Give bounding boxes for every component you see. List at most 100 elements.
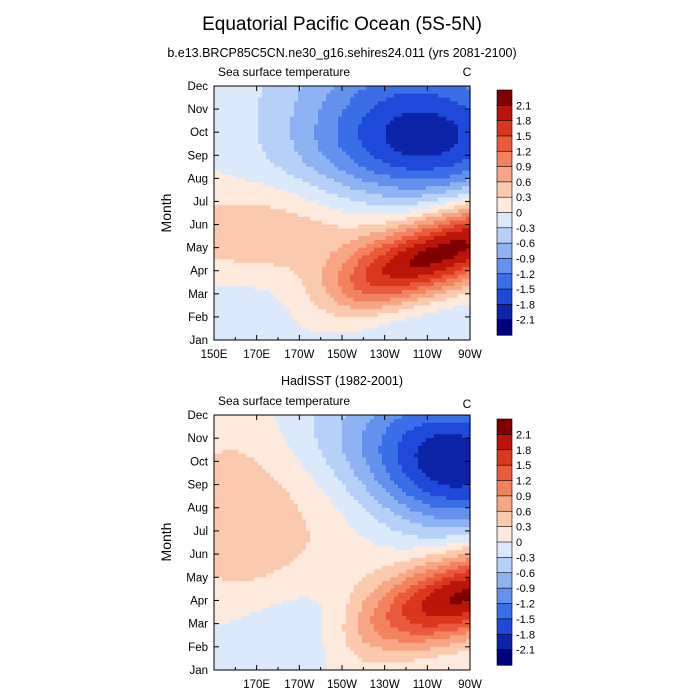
field-cell <box>450 305 455 310</box>
field-cell <box>290 282 295 287</box>
field-cell <box>434 139 439 145</box>
field-cell <box>466 266 471 272</box>
field-cell <box>358 139 363 145</box>
field-cell <box>378 209 383 214</box>
field-cell <box>246 500 251 505</box>
field-cell <box>330 263 335 268</box>
field-cell <box>298 132 303 137</box>
field-cell <box>406 305 411 310</box>
field-cell <box>466 89 471 95</box>
field-cell <box>310 124 315 129</box>
field-cell <box>414 316 419 322</box>
field-cell <box>326 116 331 122</box>
field-cell <box>462 136 467 141</box>
field-cell <box>306 328 311 333</box>
field-cell <box>262 159 267 164</box>
field-cell <box>394 112 399 118</box>
field-cell <box>306 263 311 268</box>
field-cell <box>338 301 343 306</box>
field-cell <box>398 105 403 110</box>
field-cell <box>258 136 263 141</box>
field-cell <box>334 97 339 102</box>
field-cell <box>290 182 295 187</box>
field-cell <box>242 255 247 260</box>
field-cell <box>406 132 411 137</box>
field-cell <box>438 286 443 291</box>
field-cell <box>306 93 311 99</box>
field-cell <box>222 646 227 652</box>
field-cell <box>334 286 339 291</box>
field-cell <box>278 305 283 310</box>
field-cell <box>234 507 239 513</box>
field-cell <box>374 136 379 141</box>
field-cell <box>266 174 271 179</box>
field-cell <box>238 538 243 544</box>
field-cell <box>294 224 299 229</box>
field-cell <box>286 209 291 214</box>
field-cell <box>234 332 239 337</box>
field-cell <box>398 236 403 241</box>
field-cell <box>362 270 367 276</box>
field-cell <box>306 205 311 210</box>
field-cell <box>214 266 219 272</box>
field-cell <box>226 232 231 237</box>
field-cell <box>346 282 351 287</box>
field-cell <box>246 546 251 551</box>
field-cell <box>218 251 223 256</box>
field-cell <box>270 193 275 199</box>
field-cell <box>294 178 299 183</box>
field-cell <box>314 143 319 149</box>
field-cell <box>238 197 243 203</box>
field-cell <box>434 274 439 280</box>
field-cell <box>302 289 307 295</box>
field-cell <box>386 316 391 322</box>
field-cell <box>318 216 323 222</box>
field-cell <box>306 112 311 118</box>
field-cell <box>214 561 219 567</box>
field-cell <box>378 297 383 303</box>
field-cell <box>362 159 367 164</box>
field-cell <box>374 178 379 183</box>
field-cell <box>318 259 323 264</box>
field-cell <box>426 136 431 141</box>
field-cell <box>438 93 443 99</box>
field-cell <box>274 120 279 126</box>
field-cell <box>318 297 323 303</box>
field-cell <box>214 109 219 114</box>
field-cell <box>434 259 439 264</box>
field-cell <box>250 93 255 99</box>
contour-plot-obs: JanFebMarAprMayJunJulAugSepOctNovDec170E… <box>186 410 482 691</box>
field-cell <box>274 186 279 191</box>
field-cell <box>258 247 263 253</box>
field-cell <box>302 251 307 256</box>
field-cell <box>410 289 415 295</box>
field-cell <box>446 178 451 183</box>
field-cell <box>358 193 363 199</box>
field-cell <box>322 209 327 214</box>
field-cell <box>242 182 247 187</box>
field-cell <box>402 328 407 333</box>
field-cell <box>242 105 247 110</box>
field-cell <box>374 301 379 306</box>
field-cell <box>246 243 251 249</box>
field-cell <box>214 457 219 462</box>
field-cell <box>418 209 423 214</box>
field-cell <box>234 430 239 435</box>
field-cell <box>354 136 359 141</box>
field-cell <box>438 301 443 306</box>
field-cell <box>302 266 307 272</box>
field-cell <box>250 263 255 268</box>
field-cell <box>286 124 291 129</box>
field-cell <box>230 426 235 432</box>
field-cell <box>270 197 275 203</box>
field-cell <box>310 182 315 187</box>
field-cell <box>446 139 451 145</box>
colorbar-label: 1.2 <box>516 146 531 158</box>
field-cell <box>398 101 403 106</box>
field-cell <box>434 286 439 291</box>
field-cell <box>294 186 299 191</box>
field-cell <box>234 120 239 126</box>
field-cell <box>410 136 415 141</box>
field-cell <box>218 577 223 582</box>
field-cell <box>234 224 239 229</box>
